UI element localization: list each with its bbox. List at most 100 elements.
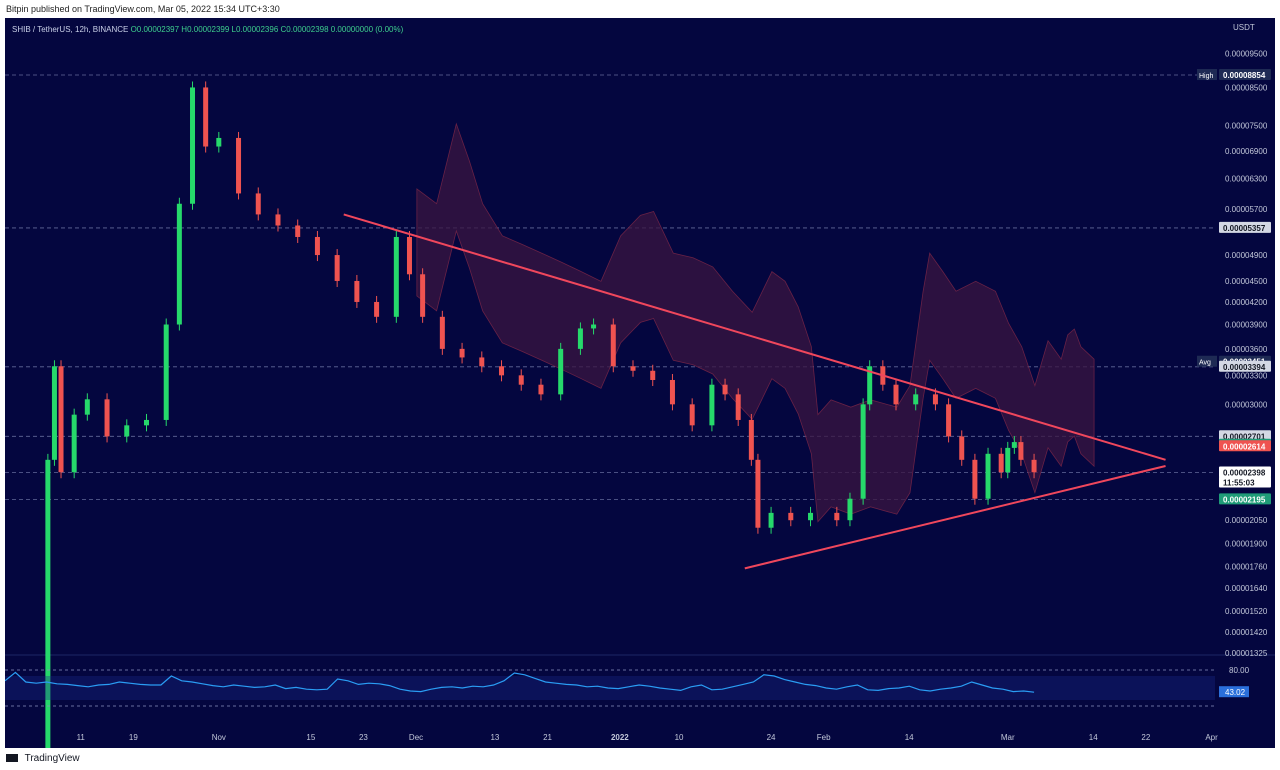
- candle-body: [45, 459, 51, 770]
- y-tick-label: 0.00004200: [1225, 298, 1268, 307]
- price-label-box: [1219, 360, 1271, 372]
- rsi-line: [4, 671, 1035, 693]
- candle-body: [420, 274, 426, 317]
- ichimoku-cloud: [416, 122, 1095, 523]
- price-label-tag: High: [1199, 73, 1214, 80]
- x-tick-label: 11: [77, 733, 86, 742]
- candle-body: [255, 193, 261, 215]
- y-tick-label: 0.00001520: [1225, 607, 1268, 616]
- candle-body: [518, 375, 524, 385]
- candle-body: [176, 203, 182, 325]
- candle-body: [104, 399, 110, 437]
- y-tick-label: 0.00001900: [1225, 539, 1268, 548]
- y-tick-label: 0.00002050: [1225, 516, 1268, 525]
- candle-body: [1011, 442, 1017, 448]
- y-tick-label: 0.00009500: [1225, 50, 1268, 59]
- price-label-tag-box: [1197, 69, 1217, 81]
- tradingview-brand[interactable]: TradingView: [6, 753, 80, 764]
- candle-body: [295, 225, 301, 237]
- candle-body: [972, 459, 978, 499]
- x-tick-label: 2022: [611, 733, 629, 742]
- candle-body: [334, 255, 340, 281]
- rsi-level-label: 80.00: [1229, 666, 1250, 675]
- price-label-tag-box: [1197, 355, 1217, 367]
- candle-body: [190, 87, 196, 204]
- x-tick-label: 15: [306, 733, 315, 742]
- candle-body: [946, 404, 952, 437]
- candle-body: [275, 214, 281, 226]
- tradingview-logo-icon: [6, 754, 18, 763]
- candle-body: [834, 512, 840, 521]
- candle-body: [439, 316, 445, 349]
- candle-body: [768, 512, 774, 528]
- x-tick-label: Apr: [1205, 733, 1218, 742]
- x-tick-label: 21: [543, 733, 552, 742]
- symbol-label: SHIB / TetherUS, 12h, BINANCE: [12, 25, 129, 34]
- price-label-box: [1219, 430, 1271, 442]
- candle-body: [847, 498, 853, 521]
- candle-body: [577, 328, 583, 349]
- y-tick-label: 0.00004500: [1225, 277, 1268, 286]
- candle-body: [393, 236, 399, 317]
- price-label-value: 0.00008854: [1223, 71, 1266, 80]
- candle-body: [735, 394, 741, 420]
- x-tick-label: 10: [675, 733, 684, 742]
- price-label-box: [1219, 221, 1271, 233]
- price-label-box: [1219, 69, 1271, 81]
- x-tick-label: 19: [129, 733, 138, 742]
- candle-body: [51, 366, 57, 460]
- y-tick-label: 0.00001640: [1225, 584, 1268, 593]
- candle-body: [985, 453, 991, 499]
- x-tick-label: Mar: [1001, 733, 1015, 742]
- x-tick-label: 24: [767, 733, 776, 742]
- candle-body: [71, 414, 77, 473]
- brand-label: TradingView: [24, 753, 80, 764]
- y-tick-label: 0.00001325: [1225, 649, 1268, 658]
- x-tick-label: Feb: [817, 733, 831, 742]
- candle-body: [374, 301, 380, 317]
- price-chart[interactable]: 0.00009500 0.00008500 0.00007500 0.00006900…: [4, 18, 1275, 770]
- candle-body: [709, 384, 715, 426]
- candle-body: [203, 87, 209, 147]
- candle-body: [669, 379, 675, 405]
- chart-panel[interactable]: 0.00009500 0.00008500 0.00007500 0.00006900…: [4, 18, 1275, 770]
- price-label-value: 0.00003394: [1223, 363, 1266, 372]
- candle-body: [998, 453, 1004, 473]
- candle-body: [216, 137, 222, 147]
- candle-body: [1018, 442, 1024, 460]
- candle-body: [630, 366, 636, 371]
- candle-body: [788, 512, 794, 521]
- y-tick-label: 0.00004900: [1225, 251, 1268, 260]
- ascending-trendline: [744, 464, 1166, 570]
- y-tick-label: 0.00001760: [1225, 563, 1268, 572]
- price-label-value: 0.00002701: [1223, 432, 1266, 441]
- candle-body: [591, 324, 597, 329]
- candle-body: [84, 399, 90, 415]
- candle-body: [650, 370, 656, 380]
- candle-body: [893, 384, 899, 405]
- published-text: Bitpin published on TradingView.com, Mar…: [6, 4, 280, 14]
- candle-body: [932, 394, 938, 405]
- y-tick-label: 0.00008500: [1225, 83, 1268, 92]
- rsi-value-box: [1219, 686, 1249, 698]
- currency-label: USDT: [1233, 23, 1255, 32]
- candle-body: [479, 357, 485, 367]
- price-label-box: [1219, 440, 1271, 452]
- candle-body: [314, 236, 320, 256]
- candle-body: [406, 236, 412, 275]
- price-label-value: 0.00002195: [1223, 495, 1266, 504]
- y-tick-label: 0.00001420: [1225, 628, 1268, 637]
- candle-body: [748, 419, 754, 460]
- candle-body: [1031, 459, 1037, 473]
- price-label-value: 0.00002614: [1223, 442, 1266, 451]
- price-label-value: 0.00002398: [1223, 468, 1266, 477]
- x-tick-label: 22: [1141, 733, 1150, 742]
- x-tick-label: 14: [905, 733, 914, 742]
- descending-trendline: [343, 213, 1166, 461]
- x-tick-label: 14: [1089, 733, 1098, 742]
- candle-body: [558, 348, 564, 395]
- candle-body: [143, 419, 149, 426]
- candle-body: [538, 384, 544, 395]
- candle-body: [755, 459, 761, 528]
- candle-body: [808, 512, 814, 521]
